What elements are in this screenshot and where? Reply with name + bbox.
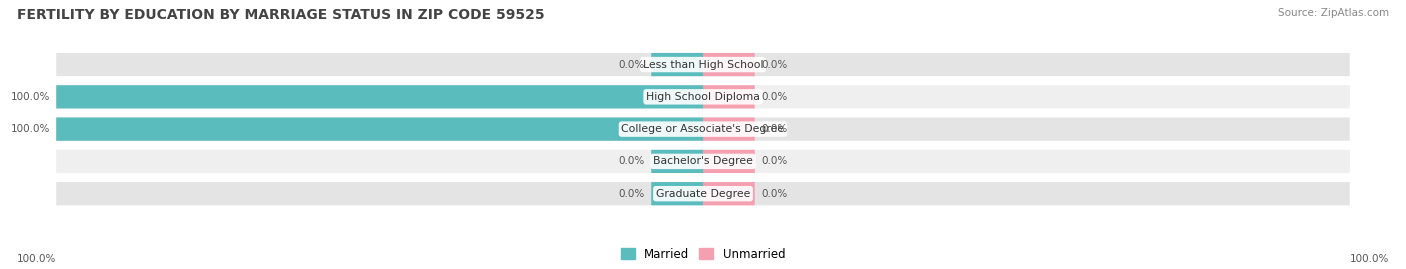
FancyBboxPatch shape	[703, 182, 755, 205]
Text: 0.0%: 0.0%	[619, 59, 645, 70]
Text: Less than High School: Less than High School	[643, 59, 763, 70]
Text: College or Associate's Degree: College or Associate's Degree	[621, 124, 785, 134]
FancyBboxPatch shape	[56, 118, 1350, 141]
Text: 0.0%: 0.0%	[619, 156, 645, 167]
Text: Bachelor's Degree: Bachelor's Degree	[652, 156, 754, 167]
Text: 100.0%: 100.0%	[17, 254, 56, 264]
Text: 100.0%: 100.0%	[1350, 254, 1389, 264]
FancyBboxPatch shape	[703, 150, 755, 173]
FancyBboxPatch shape	[56, 53, 1350, 76]
Text: 100.0%: 100.0%	[10, 92, 49, 102]
FancyBboxPatch shape	[56, 85, 703, 108]
FancyBboxPatch shape	[56, 182, 1350, 205]
FancyBboxPatch shape	[56, 85, 1350, 108]
FancyBboxPatch shape	[703, 53, 755, 76]
Text: 0.0%: 0.0%	[761, 59, 787, 70]
Text: High School Diploma: High School Diploma	[647, 92, 759, 102]
Text: 0.0%: 0.0%	[761, 189, 787, 199]
Text: 100.0%: 100.0%	[10, 124, 49, 134]
Text: Source: ZipAtlas.com: Source: ZipAtlas.com	[1278, 8, 1389, 18]
Text: 0.0%: 0.0%	[761, 156, 787, 167]
FancyBboxPatch shape	[56, 118, 703, 141]
FancyBboxPatch shape	[651, 182, 703, 205]
Legend: Married, Unmarried: Married, Unmarried	[616, 243, 790, 265]
Text: FERTILITY BY EDUCATION BY MARRIAGE STATUS IN ZIP CODE 59525: FERTILITY BY EDUCATION BY MARRIAGE STATU…	[17, 8, 544, 22]
Text: 0.0%: 0.0%	[619, 189, 645, 199]
Text: 0.0%: 0.0%	[761, 124, 787, 134]
FancyBboxPatch shape	[703, 85, 755, 108]
FancyBboxPatch shape	[651, 150, 703, 173]
FancyBboxPatch shape	[651, 53, 703, 76]
FancyBboxPatch shape	[56, 150, 1350, 173]
Text: Graduate Degree: Graduate Degree	[655, 189, 751, 199]
FancyBboxPatch shape	[703, 118, 755, 141]
Text: 0.0%: 0.0%	[761, 92, 787, 102]
